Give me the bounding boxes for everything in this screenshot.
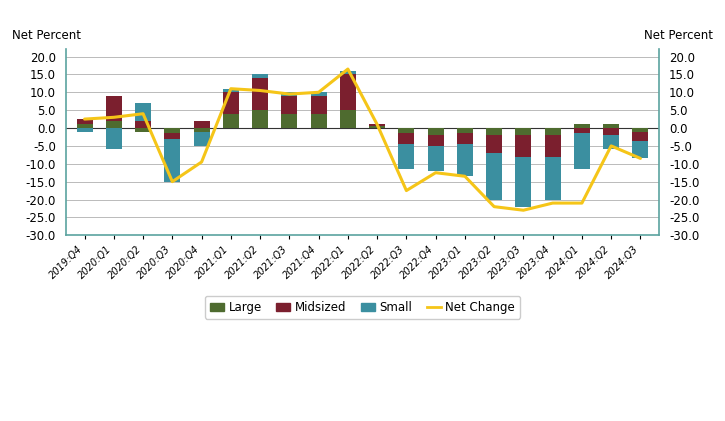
Bar: [428, 135, 444, 146]
Bar: [194, 121, 210, 128]
Bar: [310, 96, 327, 114]
Bar: [486, 128, 502, 135]
Bar: [77, 119, 93, 125]
Bar: [428, 146, 444, 171]
Bar: [135, 121, 151, 128]
Bar: [281, 92, 297, 96]
Bar: [457, 133, 473, 144]
Bar: [544, 157, 560, 200]
Bar: [369, 125, 385, 126]
Bar: [106, 128, 122, 149]
Bar: [135, 103, 151, 121]
Bar: [281, 96, 297, 114]
Bar: [574, 125, 590, 128]
Bar: [223, 114, 239, 128]
Bar: [574, 133, 590, 169]
Bar: [603, 135, 619, 149]
Bar: [603, 125, 619, 128]
Bar: [632, 141, 648, 158]
Bar: [252, 75, 268, 78]
Bar: [252, 78, 268, 110]
Bar: [165, 139, 181, 181]
Bar: [77, 128, 93, 132]
Bar: [398, 128, 415, 133]
Bar: [398, 144, 415, 169]
Bar: [194, 128, 210, 132]
Text: Net Percent: Net Percent: [644, 29, 713, 42]
Bar: [515, 157, 531, 207]
Legend: Large, Midsized, Small, Net Change: Large, Midsized, Small, Net Change: [205, 296, 520, 319]
Bar: [310, 114, 327, 128]
Bar: [310, 92, 327, 96]
Bar: [106, 96, 122, 121]
Bar: [398, 133, 415, 144]
Bar: [457, 128, 473, 133]
Bar: [632, 132, 648, 141]
Bar: [486, 153, 502, 200]
Bar: [340, 110, 356, 128]
Bar: [544, 128, 560, 135]
Bar: [515, 128, 531, 135]
Bar: [369, 126, 385, 128]
Bar: [574, 128, 590, 133]
Bar: [252, 110, 268, 128]
Bar: [106, 121, 122, 128]
Bar: [223, 89, 239, 92]
Bar: [194, 132, 210, 146]
Text: Net Percent: Net Percent: [12, 29, 81, 42]
Bar: [135, 128, 151, 132]
Bar: [165, 128, 181, 133]
Bar: [544, 135, 560, 157]
Bar: [603, 128, 619, 135]
Bar: [486, 135, 502, 153]
Bar: [281, 114, 297, 128]
Bar: [340, 75, 356, 110]
Bar: [165, 133, 181, 139]
Bar: [632, 128, 648, 132]
Bar: [515, 135, 531, 157]
Bar: [340, 71, 356, 75]
Bar: [77, 125, 93, 128]
Bar: [428, 128, 444, 135]
Bar: [457, 144, 473, 176]
Bar: [223, 92, 239, 114]
